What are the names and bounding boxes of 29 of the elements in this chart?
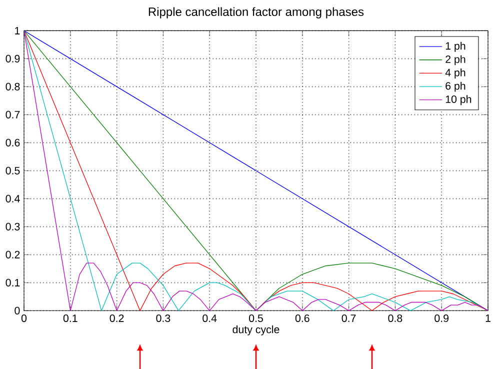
y-tick-label: 0.3 [6, 222, 20, 230]
y-tick-label: 0.7 [6, 110, 20, 118]
y-tick-label: 0.9 [6, 54, 20, 62]
x-tick-label: 0.6 [295, 314, 310, 322]
x-tick-label: 0.3 [156, 314, 170, 322]
x-tick-label: 1 [486, 314, 490, 322]
y-tick-label: 0.6 [6, 138, 20, 146]
y-tick-label: 0.5 [6, 166, 20, 174]
legend-label: 10 ph [446, 95, 472, 106]
y-tick-label: 0.2 [6, 250, 20, 258]
legend-label: 2 ph [446, 55, 466, 66]
y-tick-label: 1 [15, 27, 20, 34]
y-tick-label: 0.4 [6, 194, 20, 202]
legend-label: 1 ph [446, 42, 466, 52]
x-tick-label: 0.9 [434, 314, 448, 322]
legend-label: 6 ph [446, 82, 466, 92]
x-tick-label: 0.1 [63, 314, 78, 322]
y-tick-label: 0.1 [6, 278, 20, 286]
legend-label: 4 ph [445, 68, 466, 78]
x-tick-label: 0.8 [388, 314, 402, 322]
x-tick-label: 0.7 [342, 314, 356, 322]
x-tick-label: 0 [21, 314, 27, 322]
chart-title: Ripple cancellation factor among phases [148, 7, 364, 18]
x-tick-label: 0.5 [249, 314, 263, 322]
x-axis-title: duty cycle [232, 325, 280, 336]
y-tick-label: 0 [14, 306, 20, 314]
y-tick-label: 0.8 [6, 82, 20, 90]
x-tick-label: 0.2 [110, 314, 124, 322]
x-tick-label: 0.4 [202, 314, 217, 322]
